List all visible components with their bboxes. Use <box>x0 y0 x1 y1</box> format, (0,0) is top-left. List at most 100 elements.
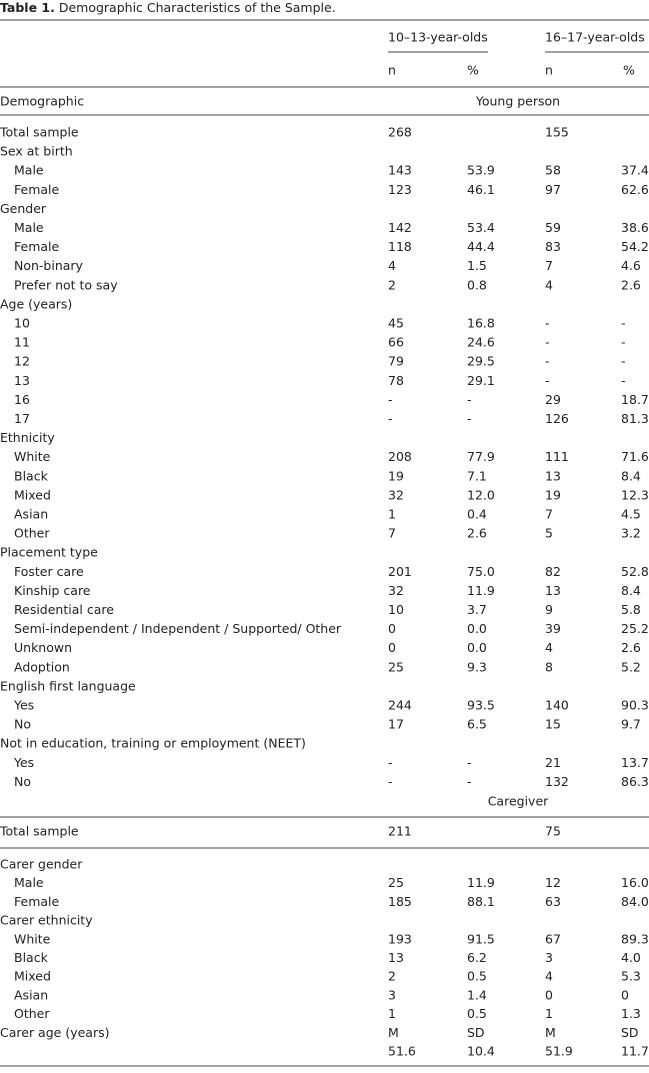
cell: 208 <box>388 449 412 464</box>
cell: 2 <box>388 277 396 292</box>
cell: 53.9 <box>467 163 495 178</box>
cell: 4.5 <box>621 507 641 522</box>
row-label: Unknown <box>14 640 72 655</box>
row-label: Carer gender <box>0 857 83 872</box>
cell: 4 <box>545 969 553 984</box>
cell: 29 <box>545 392 561 407</box>
cell: 19 <box>545 487 561 502</box>
row-label: Sex at birth <box>0 144 73 159</box>
row-label: Mixed <box>14 487 51 502</box>
cell: 2 <box>388 969 396 984</box>
cell: 185 <box>388 894 412 909</box>
cell: 10.4 <box>467 1044 495 1059</box>
cell: M <box>388 1025 399 1040</box>
column-subhead: % <box>467 63 479 78</box>
cell: 13 <box>545 468 561 483</box>
row-label: Black <box>14 468 49 483</box>
cell: 67 <box>545 931 561 946</box>
column-subhead: % <box>623 63 635 78</box>
row-label: 10 <box>14 316 30 331</box>
cell: 11.9 <box>467 875 495 890</box>
cell: 46.1 <box>467 182 495 197</box>
cell: 63 <box>545 894 561 909</box>
cell: - <box>545 373 550 388</box>
cell: - <box>388 392 393 407</box>
cell: 5.3 <box>621 969 641 984</box>
row-label: Semi-independent / Independent / Support… <box>14 621 342 636</box>
row-label: 16 <box>14 392 30 407</box>
cell: 45 <box>388 316 404 331</box>
cell: 89.3 <box>621 931 649 946</box>
cell: 8.4 <box>621 468 641 483</box>
cell: 268 <box>388 125 412 140</box>
row-label: No <box>14 774 31 789</box>
cell: - <box>545 335 550 350</box>
cell: - <box>621 354 626 369</box>
cell: 84.0 <box>621 894 649 909</box>
cell: 24.6 <box>467 335 495 350</box>
cell: 4.0 <box>621 950 641 965</box>
cell: 29.1 <box>467 373 495 388</box>
row-label: Carer age (years) <box>0 1025 109 1040</box>
row-label: No <box>14 717 31 732</box>
row-label: Female <box>14 182 60 197</box>
column-subhead: n <box>388 63 396 78</box>
row-label: Other <box>14 1006 50 1021</box>
cell: 0.5 <box>467 1006 487 1021</box>
cell: 88.1 <box>467 894 495 909</box>
cell: 7.1 <box>467 468 487 483</box>
cell: 1.4 <box>467 987 487 1002</box>
cell: - <box>621 335 626 350</box>
cell: 83 <box>545 239 561 254</box>
row-label: Carer ethnicity <box>0 913 93 928</box>
cell: 1 <box>388 1006 396 1021</box>
cell: 8 <box>545 659 553 674</box>
cell: 6.5 <box>467 717 487 732</box>
cell: 0.5 <box>467 969 487 984</box>
cell: 71.6 <box>621 449 649 464</box>
cell: 62.6 <box>621 182 649 197</box>
row-label: Yes <box>13 755 34 770</box>
cell: 0.0 <box>467 640 487 655</box>
row-label: Age (years) <box>0 296 72 311</box>
row-label: White <box>14 931 51 946</box>
row-label: Adoption <box>14 659 70 674</box>
cell: 13 <box>388 950 404 965</box>
row-label: Black <box>14 950 49 965</box>
cell: 0 <box>388 621 396 636</box>
cell: 0.4 <box>467 507 487 522</box>
cell: 12 <box>545 875 561 890</box>
cell: 0 <box>621 987 629 1002</box>
cell: 4 <box>388 258 396 273</box>
cell: - <box>467 411 472 426</box>
cell: 8.4 <box>621 583 641 598</box>
row-label: Male <box>14 220 44 235</box>
cell: 51.9 <box>545 1044 573 1059</box>
row-label: 13 <box>14 373 30 388</box>
cell: 51.6 <box>388 1044 416 1059</box>
row-header: Demographic <box>0 94 84 109</box>
cell: 2.6 <box>621 277 641 292</box>
cell: 16.8 <box>467 316 495 331</box>
cell: 32 <box>388 487 404 502</box>
cell: 78 <box>388 373 404 388</box>
row-label: English first language <box>0 678 136 693</box>
cell: 75.0 <box>467 564 495 579</box>
cell: - <box>545 354 550 369</box>
cell: 66 <box>388 335 404 350</box>
cell: 7 <box>545 258 553 273</box>
row-label: Placement type <box>0 545 98 560</box>
cell: 11.9 <box>467 583 495 598</box>
cell: 12.3 <box>621 487 649 502</box>
column-group: 16–17-year-olds <box>545 30 645 45</box>
row-label: Non-binary <box>14 258 84 273</box>
cell: 13 <box>545 583 561 598</box>
cell: 143 <box>388 163 412 178</box>
cell: 53.4 <box>467 220 495 235</box>
cell: - <box>467 392 472 407</box>
cell: 5.8 <box>621 602 641 617</box>
row-label: Kinship care <box>14 583 91 598</box>
cell: 126 <box>545 411 569 426</box>
cell: SD <box>467 1025 485 1040</box>
cell: 142 <box>388 220 412 235</box>
